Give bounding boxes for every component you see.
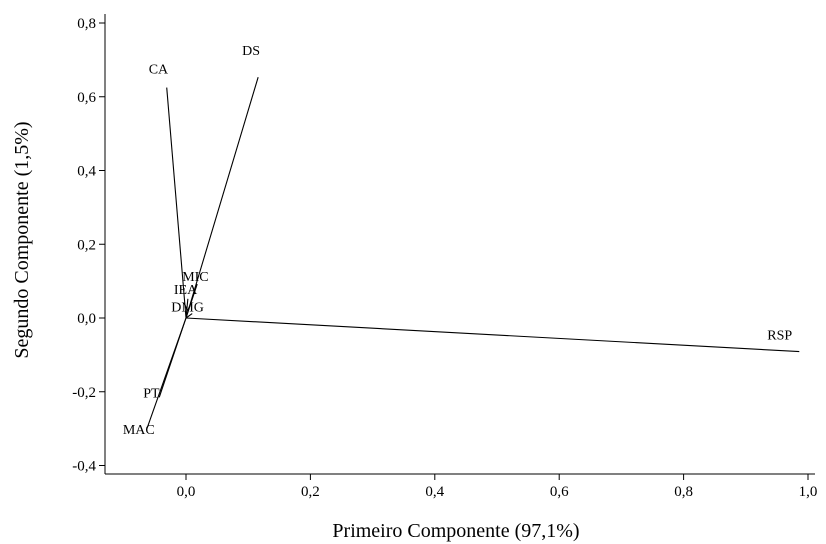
y-tick-label: -0,2 <box>72 385 96 401</box>
y-tick-label: 0,0 <box>77 311 96 327</box>
vector-label-iea: IEA <box>174 283 198 298</box>
y-tick-label: 0,6 <box>77 90 96 106</box>
vector-series <box>146 77 800 430</box>
axes: -0,4 -0,2 0,0 0,2 0,4 0,6 0,8 0,0 0,2 0,4 0,6 0,8 1,… <box>72 14 817 500</box>
x-tick-label: 0,4 <box>425 484 444 500</box>
x-tick-label: 0,6 <box>550 484 569 500</box>
y-tick-label: 0,2 <box>77 237 96 253</box>
y-tick-label: -0,4 <box>72 459 96 475</box>
vector-dmg <box>185 313 193 319</box>
y-tick-label: 0,4 <box>77 164 96 180</box>
x-tick-label: 0,0 <box>177 484 196 500</box>
vector-label-pt: PT <box>143 386 160 401</box>
vector-iea <box>185 298 189 319</box>
vector-mac <box>146 317 187 430</box>
x-tick-label: 0,8 <box>674 484 693 500</box>
vector-mic <box>185 283 198 319</box>
vector-rsp <box>185 317 800 353</box>
vector-ds <box>185 77 259 319</box>
vector-label-ds: DS <box>242 44 260 59</box>
vector-ca <box>166 87 187 319</box>
y-tick-label: 0,8 <box>77 16 96 32</box>
vector-label-dmg: DMG <box>171 301 204 316</box>
x-axis-title: Primeiro Componente (97,1%) <box>332 520 579 542</box>
y-axis-title: Segundo Componente (1,5%) <box>11 121 33 358</box>
x-tick-label: 1,0 <box>799 484 818 500</box>
vector-label-mic: MIC <box>182 270 208 285</box>
vector-label-mac: MAC <box>123 423 155 438</box>
vector-label-rsp: RSP <box>767 329 792 344</box>
x-tick-label: 0,2 <box>301 484 320 500</box>
vector-label-ca: CA <box>149 63 169 78</box>
